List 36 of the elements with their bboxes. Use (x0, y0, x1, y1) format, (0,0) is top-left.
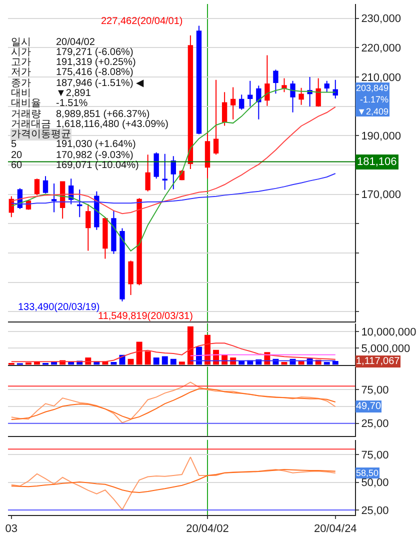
text: 대비율 -1.51% (11, 98, 88, 109)
annotation: 가격이동평균 (11, 129, 71, 140)
text: 종가 187,946 (-1.51%) ◀ (11, 78, 144, 89)
y-tick-label: 75,00 (361, 450, 389, 462)
y-tick-label: 190,000 (361, 130, 401, 143)
text: 5 191,030 (+1.64%) (11, 139, 136, 150)
text: 60 169,071 (-10.04%) (11, 160, 139, 171)
text: 58,50 (356, 468, 379, 478)
text: 1,117,067 (356, 356, 400, 367)
annotation: 133,490(20/03/19) (18, 302, 100, 313)
y-tick-label: 75,00 (361, 384, 389, 396)
text: 일시 20/04/02 (11, 37, 95, 48)
text: 203,849 -1.17% ▼2,409 (356, 83, 389, 116)
text: 대비 ▼2,891 (11, 88, 91, 99)
text: 거래량 8,989,851 (+66.37%) (11, 109, 150, 120)
ref-line-label: 181,106 (357, 156, 397, 168)
annotation: 11,549,819(20/03/31) (98, 311, 193, 322)
y-tick-label: 25,00 (361, 418, 389, 430)
text: 시가 179,271 (-6.06%) (11, 47, 134, 58)
y-tick-label: 170,000 (361, 189, 401, 202)
text: 49,70 (356, 401, 382, 412)
annotation: 227,462(20/04/01) (101, 16, 183, 27)
y-tick-label: 5,000,000 (361, 343, 410, 356)
x-tick-label: 20/04/02 (186, 523, 229, 536)
y-tick-label: 25,00 (361, 504, 389, 517)
text: 저가 175,416 (-8.08%) (11, 67, 134, 78)
y-tick-label: 10,000,000 (361, 326, 416, 338)
text: 고가 191,319 (+0.25%) (11, 57, 136, 68)
y-tick-label: 230,000 (361, 13, 401, 26)
text: 20 170,982 (-9.03%) (11, 150, 134, 161)
y-tick-label: 50,00 (361, 477, 389, 490)
y-tick-label: 220,000 (361, 42, 401, 55)
annotation: 거래대금 1,618,116,480 (+43.09%) (11, 119, 168, 130)
x-tick-label: 20/04/24 (314, 523, 357, 536)
y-tick-label: 210,000 (361, 72, 401, 84)
x-tick-label: 03 (5, 523, 18, 536)
